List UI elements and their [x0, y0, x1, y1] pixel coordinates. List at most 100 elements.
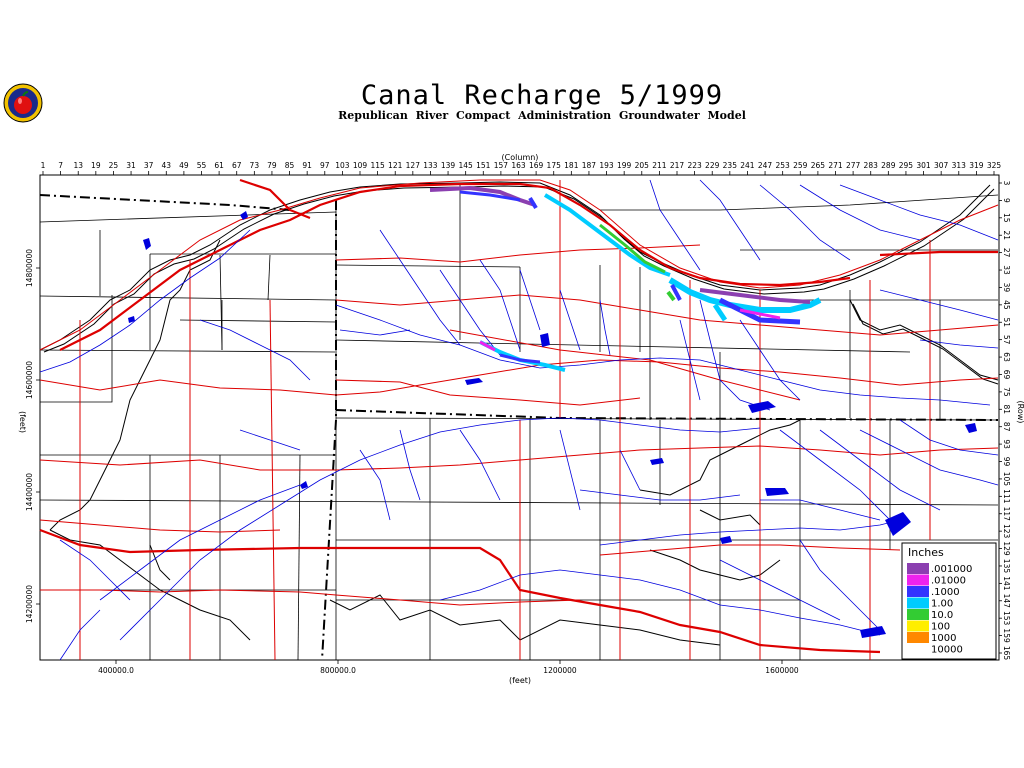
row-tick-label: 69 — [1002, 370, 1011, 380]
x-tick-label: 1200000 — [543, 666, 577, 675]
column-tick-label: 205 — [635, 161, 650, 170]
column-tick-label: 127 — [406, 161, 421, 170]
column-tick-label: 319 — [969, 161, 984, 170]
column-tick-labels: 1 7 13 19 25 31 37 43 49 55 61 67 73 79 85 91 97 103 109 11… — [41, 161, 1002, 175]
legend-label: 1000 — [931, 633, 956, 644]
column-tick-label: 151 — [476, 161, 491, 170]
legend-label: 100 — [931, 622, 950, 633]
row-tick-label: 159 — [1002, 628, 1011, 643]
row-tick-label: 27 — [1002, 248, 1011, 258]
canal-recharge-cells — [429, 185, 822, 372]
legend-swatch — [907, 586, 929, 597]
column-tick-label: 7 — [58, 161, 63, 170]
legend-swatch — [907, 574, 929, 586]
row-tick-label: 45 — [1002, 300, 1011, 310]
legend-swatch — [907, 643, 929, 655]
column-tick-label: 289 — [881, 161, 896, 170]
column-tick-label: 217 — [670, 161, 685, 170]
y-tick-label: 14800000 — [25, 249, 34, 287]
legend-label: 10000 — [931, 645, 963, 656]
column-tick-label: 85 — [285, 161, 295, 170]
y-tick-label: 14400000 — [25, 473, 34, 511]
column-tick-label: 307 — [934, 161, 949, 170]
streams — [39, 179, 999, 661]
column-tick-label: 187 — [582, 161, 597, 170]
column-tick-label: 139 — [441, 161, 456, 170]
major-roads — [39, 178, 998, 654]
column-tick-label: 235 — [723, 161, 738, 170]
column-tick-label: 79 — [267, 161, 277, 170]
row-tick-label: 33 — [1002, 265, 1011, 275]
row-tick-label: 93 — [1002, 439, 1011, 449]
column-tick-label: 247 — [758, 161, 773, 170]
y-tick-label: 14200000 — [25, 585, 34, 623]
column-tick-label: 73 — [250, 161, 260, 170]
x-tick-label: 400000.0 — [98, 666, 134, 675]
column-tick-label: 169 — [529, 161, 544, 170]
legend-label: 1.00 — [931, 599, 953, 610]
column-tick-label: 265 — [811, 161, 826, 170]
y-unit-label: (feet) — [18, 411, 27, 433]
map-subtitle: Republican River Compact Administration … — [338, 109, 746, 122]
row-tick-label: 111 — [1002, 489, 1011, 504]
x-tick-labels: 400000.0 800000.0 1200000 1600000 — [98, 660, 799, 675]
column-tick-label: 241 — [740, 161, 755, 170]
row-tick-label: 3 — [1002, 181, 1011, 186]
column-tick-label: 13 — [73, 161, 83, 170]
row-tick-label: 165 — [1002, 646, 1011, 661]
apple-logo-icon — [2, 82, 44, 124]
column-tick-label: 103 — [335, 161, 350, 170]
column-tick-label: 259 — [793, 161, 808, 170]
column-tick-label: 193 — [599, 161, 614, 170]
column-tick-label: 55 — [197, 161, 207, 170]
row-tick-label: 87 — [1002, 422, 1011, 432]
x-unit-label: (feet) — [509, 676, 531, 685]
legend-swatch — [907, 597, 929, 609]
row-tick-label: 99 — [1002, 457, 1011, 467]
column-tick-label: 181 — [564, 161, 579, 170]
legend-label: 10.0 — [931, 610, 953, 621]
row-tick-label: 135 — [1002, 559, 1011, 574]
row-tick-label: 57 — [1002, 335, 1011, 345]
row-tick-label: 81 — [1002, 405, 1011, 415]
roads — [39, 179, 999, 661]
legend: Inches .001000.01000.10001.0010.01001000… — [901, 542, 997, 660]
column-tick-label: 67 — [232, 161, 242, 170]
legend-label: .1000 — [931, 587, 960, 598]
legend-title: Inches — [908, 546, 944, 559]
row-tick-label: 105 — [1002, 472, 1011, 487]
x-tick-label: 800000.0 — [320, 666, 356, 675]
column-tick-label: 49 — [179, 161, 189, 170]
row-tick-label: 147 — [1002, 594, 1011, 609]
column-tick-label: 91 — [302, 161, 312, 170]
y-tick-labels: 14800000 14600000 14400000 14200000 — [25, 249, 40, 623]
row-tick-label: 21 — [1002, 230, 1011, 240]
x-tick-label: 1600000 — [765, 666, 799, 675]
row-tick-label: 153 — [1002, 611, 1011, 626]
legend-swatch — [907, 563, 929, 574]
map-title: Canal Recharge 5/1999 — [360, 80, 724, 111]
column-tick-label: 283 — [864, 161, 879, 170]
row-tick-label: 9 — [1002, 198, 1011, 203]
column-tick-label: 295 — [899, 161, 914, 170]
column-axis-label: (Column) — [502, 153, 539, 162]
column-tick-label: 109 — [353, 161, 368, 170]
column-tick-label: 325 — [987, 161, 1002, 170]
column-tick-label: 19 — [91, 161, 101, 170]
column-tick-label: 43 — [162, 161, 172, 170]
column-tick-label: 157 — [494, 161, 509, 170]
column-tick-label: 25 — [109, 161, 119, 170]
column-tick-label: 31 — [126, 161, 136, 170]
y-tick-label: 14600000 — [25, 361, 34, 399]
legend-label: .01000 — [931, 576, 966, 587]
legend-swatch — [907, 620, 929, 632]
model-boundary — [39, 181, 999, 646]
county-boundaries — [39, 183, 999, 661]
legend-label: .001000 — [931, 564, 972, 575]
row-axis-label: (Row) — [1016, 401, 1024, 424]
column-tick-label: 97 — [320, 161, 330, 170]
column-tick-label: 61 — [214, 161, 224, 170]
row-tick-label: 51 — [1002, 317, 1011, 327]
